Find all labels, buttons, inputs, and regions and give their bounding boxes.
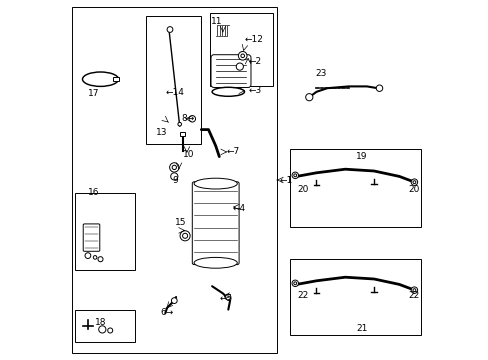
Text: 9: 9 bbox=[172, 176, 178, 185]
Text: ←2: ←2 bbox=[248, 57, 262, 66]
Circle shape bbox=[241, 54, 244, 58]
Circle shape bbox=[224, 294, 230, 300]
Bar bbox=[179, 132, 185, 136]
Circle shape bbox=[93, 256, 97, 259]
Text: 22: 22 bbox=[297, 292, 308, 300]
Circle shape bbox=[178, 122, 181, 126]
Circle shape bbox=[107, 328, 113, 333]
Text: 19: 19 bbox=[355, 152, 367, 161]
Ellipse shape bbox=[194, 178, 237, 189]
Circle shape bbox=[167, 27, 172, 32]
Circle shape bbox=[412, 289, 415, 292]
Text: 16: 16 bbox=[88, 188, 99, 197]
Bar bbox=[145, 16, 201, 144]
Circle shape bbox=[293, 174, 296, 177]
Text: 8→: 8→ bbox=[181, 114, 194, 123]
Circle shape bbox=[293, 282, 296, 285]
Circle shape bbox=[170, 173, 178, 180]
Circle shape bbox=[412, 181, 415, 184]
Circle shape bbox=[171, 298, 177, 303]
Circle shape bbox=[180, 231, 190, 241]
Circle shape bbox=[291, 172, 298, 179]
Text: ←1: ←1 bbox=[279, 176, 292, 185]
Text: 11: 11 bbox=[211, 17, 223, 26]
Ellipse shape bbox=[194, 257, 237, 268]
Text: 17: 17 bbox=[88, 89, 99, 98]
Bar bbox=[75, 310, 134, 342]
Text: 18: 18 bbox=[95, 319, 106, 328]
Circle shape bbox=[99, 326, 106, 333]
FancyBboxPatch shape bbox=[211, 55, 250, 87]
Circle shape bbox=[291, 280, 298, 287]
Text: 23: 23 bbox=[315, 69, 326, 78]
Bar bbox=[72, 7, 276, 353]
Text: ←3: ←3 bbox=[248, 86, 262, 95]
Text: 20: 20 bbox=[297, 185, 308, 194]
Text: 22: 22 bbox=[407, 292, 419, 300]
Circle shape bbox=[172, 165, 176, 170]
Text: 10: 10 bbox=[183, 150, 194, 159]
Bar bbox=[289, 259, 420, 335]
Text: ←12: ←12 bbox=[244, 35, 263, 44]
FancyBboxPatch shape bbox=[83, 224, 100, 251]
Circle shape bbox=[182, 233, 187, 238]
Text: ←5: ←5 bbox=[220, 294, 233, 303]
Circle shape bbox=[85, 253, 91, 258]
Text: 20: 20 bbox=[407, 185, 419, 194]
Circle shape bbox=[189, 116, 195, 122]
Circle shape bbox=[375, 85, 382, 91]
Circle shape bbox=[169, 163, 179, 172]
Circle shape bbox=[410, 179, 417, 185]
Bar bbox=[75, 193, 134, 270]
Text: 6→: 6→ bbox=[160, 307, 173, 317]
Text: 21: 21 bbox=[355, 324, 366, 333]
Text: ←7: ←7 bbox=[226, 147, 239, 156]
Text: 15: 15 bbox=[175, 218, 186, 227]
Circle shape bbox=[410, 287, 417, 293]
Circle shape bbox=[236, 63, 243, 70]
Bar bbox=[113, 77, 118, 81]
Text: 13: 13 bbox=[155, 128, 167, 137]
FancyBboxPatch shape bbox=[192, 182, 239, 265]
Text: ←14: ←14 bbox=[165, 89, 184, 98]
Circle shape bbox=[305, 94, 312, 101]
Text: ←4: ←4 bbox=[232, 204, 245, 213]
Circle shape bbox=[238, 51, 246, 60]
Circle shape bbox=[98, 257, 103, 262]
Bar bbox=[210, 13, 273, 86]
Bar bbox=[289, 149, 420, 227]
